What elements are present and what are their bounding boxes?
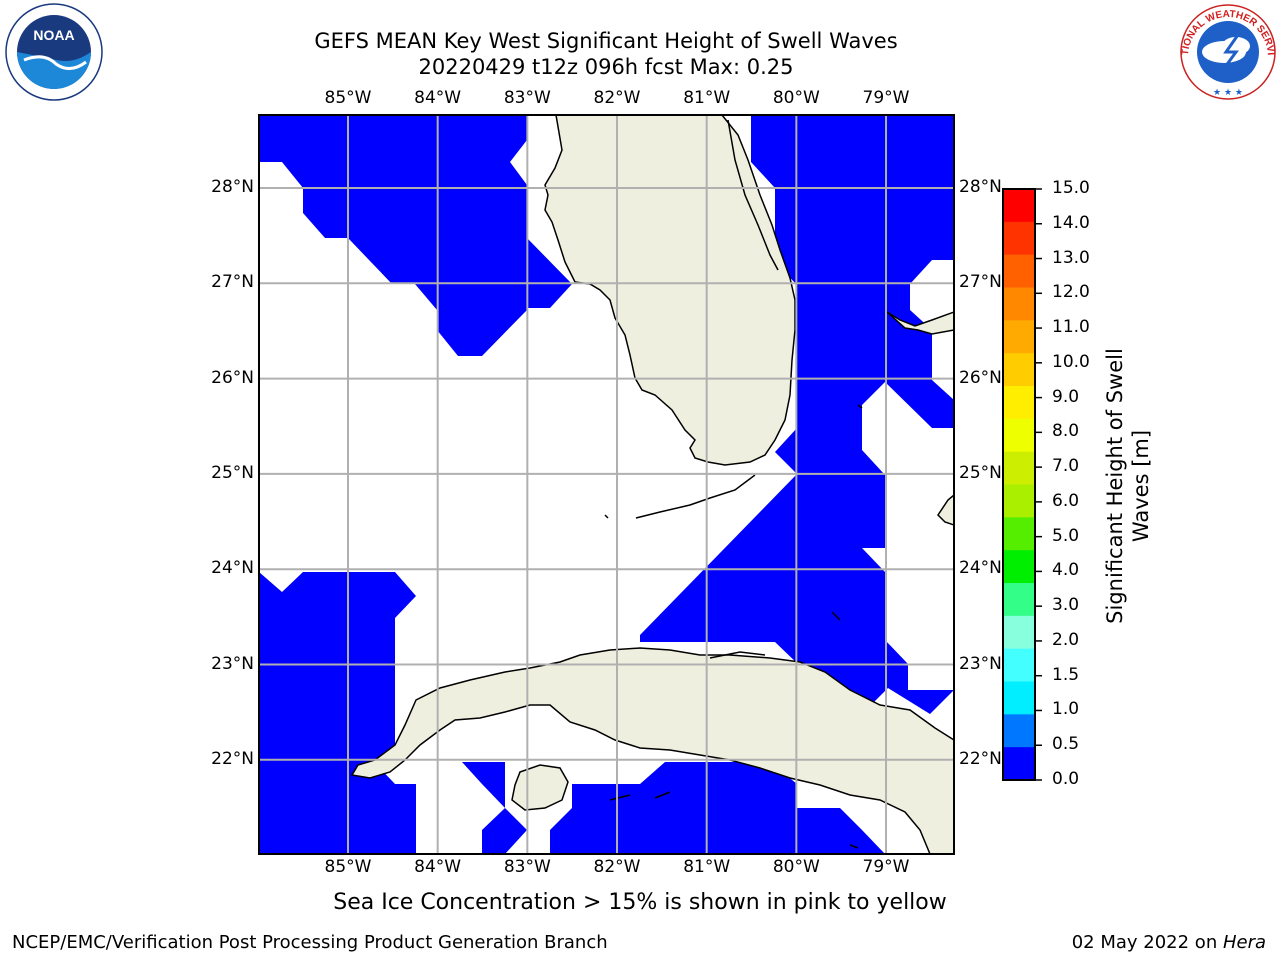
cuba-land bbox=[350, 647, 954, 854]
chart-title: GEFS MEAN Key West Significant Height of… bbox=[314, 29, 898, 53]
colorbar-segment bbox=[1003, 583, 1035, 617]
colorbar-tick-label: 15.0 bbox=[1052, 178, 1090, 198]
lon-label-bottom: 81°W bbox=[683, 857, 731, 877]
lon-label-top: 81°W bbox=[683, 88, 731, 108]
colorbar-tick-label: 0.0 bbox=[1052, 769, 1080, 789]
colorbar-title: Significant Height of Swell Waves [m] bbox=[1102, 306, 1154, 666]
colorbar-segment bbox=[1003, 254, 1035, 288]
footer-date: 02 May 2022 on Hera bbox=[1072, 932, 1266, 953]
colorbar-segment bbox=[1003, 320, 1035, 354]
footer-date-text: 02 May 2022 on bbox=[1071, 932, 1223, 953]
colorbar-segment bbox=[1003, 221, 1035, 256]
lat-label-left: 24°N bbox=[211, 558, 254, 579]
colorbar-segment bbox=[1003, 648, 1035, 682]
colorbar-tick-label: 6.0 bbox=[1052, 490, 1080, 511]
swell-region-low bbox=[259, 115, 954, 854]
footer-credit: NCEP/EMC/Verification Post Processing Pr… bbox=[12, 932, 608, 953]
gridlines bbox=[259, 115, 954, 854]
colorbar-tick-label: 1.5 bbox=[1052, 664, 1080, 685]
colorbar-tick-label: 14.0 bbox=[1052, 212, 1090, 233]
colorbar-segment bbox=[1003, 615, 1035, 650]
nws-logo: NATIONAL WEATHER SERVICE ★ ★ ★ bbox=[1178, 2, 1276, 100]
colorbar-tick-label: 9.0 bbox=[1052, 386, 1080, 407]
colorbar-tick-label: 5.0 bbox=[1052, 525, 1080, 546]
colorbar-segment bbox=[1003, 714, 1035, 748]
svg-text:★ ★ ★: ★ ★ ★ bbox=[1213, 88, 1243, 98]
colorbar-tick-label: 12.0 bbox=[1052, 282, 1090, 303]
swell-area-south bbox=[550, 762, 885, 854]
colorbar-tick-label: 11.0 bbox=[1052, 317, 1090, 338]
lat-label-right: 27°N bbox=[959, 272, 1002, 293]
colorbar-title-line2: Waves [m] bbox=[1129, 429, 1153, 543]
colorbar-segment bbox=[1003, 484, 1035, 518]
lon-label-bottom: 79°W bbox=[862, 857, 910, 877]
colorbar-segment bbox=[1003, 287, 1035, 321]
footer-host: Hera bbox=[1222, 932, 1266, 953]
florida-land bbox=[544, 115, 796, 466]
swell-area-south-small bbox=[462, 762, 527, 854]
colorbar-tick-label: 7.0 bbox=[1052, 456, 1080, 477]
colorbar bbox=[1003, 188, 1042, 781]
lon-label-bottom: 82°W bbox=[593, 857, 641, 877]
lat-label-left: 22°N bbox=[211, 748, 254, 769]
bahamas-andros-island bbox=[886, 311, 954, 335]
lat-label-left: 26°N bbox=[211, 367, 254, 388]
islands-and-keys bbox=[604, 119, 863, 849]
lon-label-bottom: 84°W bbox=[414, 857, 462, 877]
colorbar-tick-label: 10.0 bbox=[1052, 351, 1090, 372]
lon-label-top: 82°W bbox=[593, 88, 641, 108]
lon-label-top: 84°W bbox=[414, 88, 462, 108]
colorbar-title-line1: Significant Height of Swell bbox=[1103, 348, 1127, 624]
lat-label-left: 28°N bbox=[211, 177, 254, 197]
colorbar-segment bbox=[1003, 681, 1035, 715]
land bbox=[350, 115, 954, 854]
lat-label-left: 25°N bbox=[211, 462, 254, 483]
bahamas-island-south bbox=[937, 494, 954, 526]
lon-label-top: 83°W bbox=[503, 88, 551, 108]
swell-area-northwest bbox=[259, 115, 572, 356]
colorbar-tick-label: 1.0 bbox=[1052, 699, 1080, 720]
lat-label-right: 24°N bbox=[959, 558, 1002, 579]
noaa-logo-text: NOAA bbox=[33, 27, 74, 43]
colorbar-segment bbox=[1003, 353, 1035, 387]
colorbar-segment bbox=[1003, 418, 1035, 453]
lat-label-right: 22°N bbox=[959, 748, 1002, 769]
colorbar-segment bbox=[1003, 189, 1035, 223]
lat-label-left: 23°N bbox=[211, 653, 254, 674]
lon-label-top: 80°W bbox=[772, 88, 820, 108]
colorbar-segment bbox=[1003, 386, 1035, 420]
colorbar-tick-label: 13.0 bbox=[1052, 247, 1090, 268]
lat-label-right: 23°N bbox=[959, 653, 1002, 674]
colorbar-tick-label: 8.0 bbox=[1052, 421, 1080, 442]
map-frame bbox=[258, 114, 955, 855]
lat-label-right: 25°N bbox=[959, 462, 1002, 483]
lat-label-right: 26°N bbox=[959, 367, 1002, 388]
sea-ice-caption: Sea Ice Concentration > 15% is shown in … bbox=[333, 890, 947, 915]
colorbar-tick-label: 0.5 bbox=[1052, 734, 1080, 755]
lon-label-bottom: 80°W bbox=[772, 857, 820, 877]
colorbar-segment bbox=[1003, 517, 1035, 551]
noaa-logo: NOAA bbox=[5, 3, 103, 101]
colorbar-tick-label: 4.0 bbox=[1052, 560, 1080, 581]
colorbar-frame bbox=[1002, 188, 1036, 781]
lat-label-left: 27°N bbox=[211, 272, 254, 293]
colorbar-segment bbox=[1003, 747, 1035, 781]
colorbar-segment bbox=[1003, 451, 1035, 485]
lon-label-bottom: 83°W bbox=[503, 857, 551, 877]
lon-label-top: 85°W bbox=[324, 88, 372, 108]
lon-label-top: 79°W bbox=[862, 88, 910, 108]
swell-area-southwest bbox=[259, 572, 416, 854]
chart-subtitle: 20220429 t12z 096h fcst Max: 0.25 bbox=[418, 55, 794, 79]
colorbar-tick-label: 2.0 bbox=[1052, 629, 1080, 650]
lon-label-bottom: 85°W bbox=[324, 857, 372, 877]
lat-label-right: 28°N bbox=[959, 177, 1002, 197]
colorbar-tick-label: 3.0 bbox=[1052, 595, 1080, 616]
isla-de-la-juventud bbox=[511, 764, 569, 811]
colorbar-segment bbox=[1003, 550, 1035, 584]
